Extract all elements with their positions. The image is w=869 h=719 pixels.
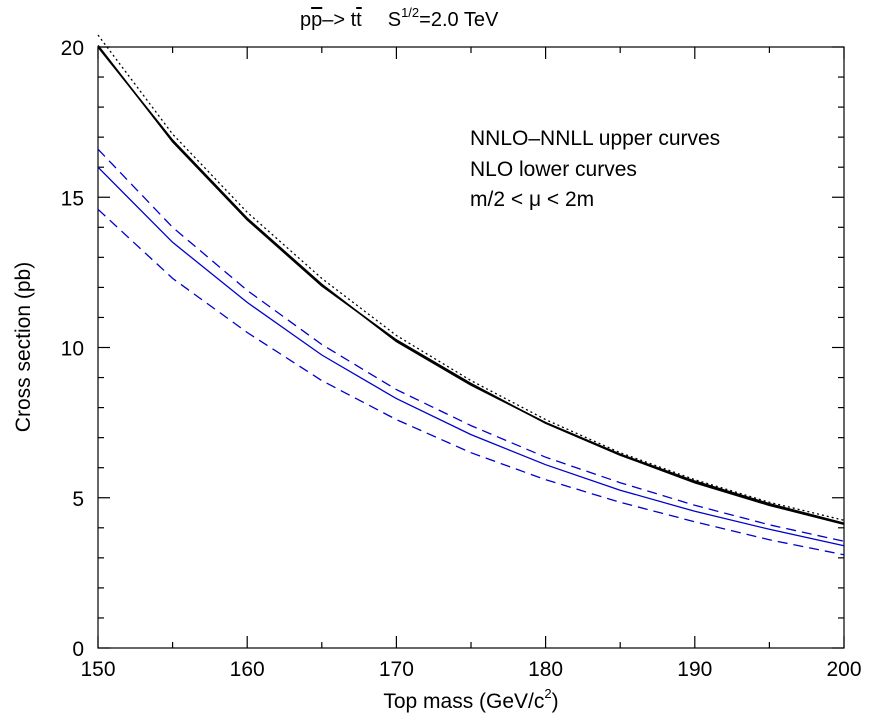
x-axis-title-close: ) [552, 690, 559, 713]
title-process-pbar: p [311, 9, 322, 31]
title-energy-exp: 1/2 [401, 5, 419, 20]
x-axis-title-main: Top mass (GeV/c [383, 690, 544, 713]
y-tick-label: 5 [72, 488, 84, 511]
title-energy-s: S [388, 9, 401, 31]
x-tick-label: 200 [826, 658, 861, 681]
series-line-2 [97, 45, 845, 525]
y-axis-title: Cross section (pb) [12, 262, 35, 432]
x-axis-title: Top mass (GeV/c2) [383, 686, 558, 713]
x-tick-label: 190 [677, 658, 712, 681]
series-line-1 [97, 46, 845, 525]
series-line-5 [97, 208, 845, 556]
series-line-0 [97, 34, 845, 521]
series-group [97, 34, 845, 556]
title-process-arrow: –> t [322, 9, 356, 31]
x-axis-title-sup: 2 [544, 686, 551, 701]
tick-labels: 150 160 170 180 190 200 0 5 10 15 20 [61, 37, 862, 681]
x-tick-label: 180 [528, 658, 563, 681]
annotation-nlo: NLO lower curves [470, 158, 637, 181]
y-tick-label: 15 [61, 187, 84, 210]
series-line-4 [97, 166, 845, 547]
x-tick-label: 170 [379, 658, 414, 681]
y-tick-label: 20 [61, 37, 84, 60]
annotation-nnlo: NNLO–NNLL upper curves [470, 127, 720, 150]
title-energy-value: =2.0 TeV [419, 9, 499, 31]
title-process-p: p [300, 9, 311, 31]
x-tick-label: 160 [230, 658, 265, 681]
title-process-tbar: t [356, 9, 362, 31]
chart-title: pp–> tt S1/2=2.0 TeV [300, 5, 499, 31]
y-tick-label: 10 [61, 338, 84, 361]
x-tick-label: 150 [80, 658, 115, 681]
annotation-mu-range: m/2 < μ < 2m [470, 188, 594, 211]
y-tick-label: 0 [72, 638, 84, 661]
axis-ticks [97, 46, 845, 649]
series-line-3 [97, 148, 845, 542]
